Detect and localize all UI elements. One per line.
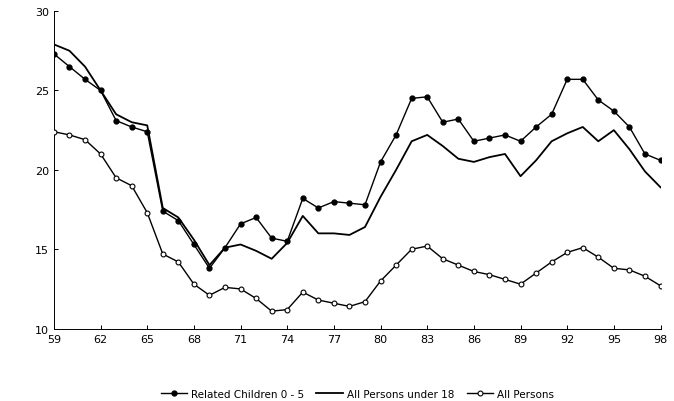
- Legend: Related Children 0 - 5, All Persons under 18, All Persons: Related Children 0 - 5, All Persons unde…: [156, 385, 558, 401]
